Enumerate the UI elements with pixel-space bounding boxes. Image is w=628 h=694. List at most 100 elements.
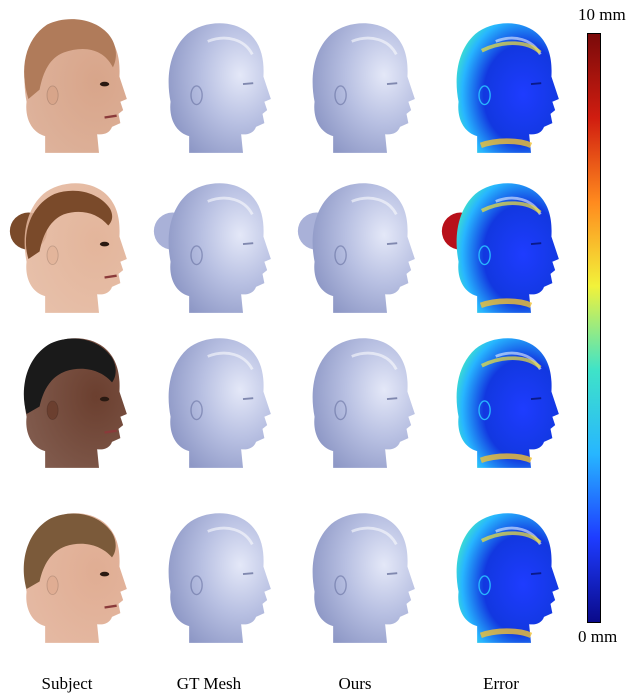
ear: [46, 245, 59, 265]
ear: [478, 575, 491, 596]
gt-mesh-head-render: [168, 23, 271, 153]
hairline-ridge: [351, 36, 398, 56]
error-hotspot: [480, 201, 542, 214]
ours-head-render: [312, 513, 415, 643]
hairline-ridge: [207, 351, 254, 371]
ear: [334, 85, 347, 106]
mouth: [104, 114, 117, 119]
eye: [530, 397, 542, 401]
subject-head-render: [23, 338, 127, 468]
eye: [242, 572, 254, 576]
error-hotspot: [479, 298, 533, 309]
eye: [99, 396, 110, 402]
ours-head-render: [297, 183, 415, 313]
hairline-ridge: [351, 196, 398, 216]
column-label-ours: Ours: [338, 674, 372, 693]
error-cell-row-1: [440, 8, 570, 163]
error-hotspot: [479, 628, 533, 639]
eye: [99, 571, 110, 577]
error-hotspot: [480, 356, 542, 369]
ours-head-render: [312, 338, 415, 468]
ear: [46, 575, 59, 595]
ear: [334, 575, 347, 596]
eye: [242, 397, 254, 401]
error-cell-row-3: [440, 323, 570, 478]
gt-mesh-cell-row-3: [152, 323, 282, 478]
eye: [530, 242, 542, 246]
hair: [24, 19, 116, 99]
ours-cell-row-1: [296, 8, 426, 163]
gt-mesh-head-render: [153, 183, 271, 313]
column-label-error: Error: [483, 674, 519, 693]
error-hotspot: [479, 453, 533, 464]
error-cell-row-4: [440, 498, 570, 653]
eye: [242, 242, 254, 246]
gt-mesh-cell-row-4: [152, 498, 282, 653]
ear: [478, 85, 491, 106]
head-shape: [456, 183, 559, 313]
ours-cell-row-2: [296, 168, 426, 323]
error-head-render: [456, 23, 559, 153]
hairline-ridge: [351, 351, 398, 371]
eye: [386, 242, 398, 246]
column-label-gt-mesh: GT Mesh: [176, 674, 242, 693]
hair: [23, 513, 116, 589]
subject-cell-row-4: [8, 498, 138, 653]
ear: [46, 400, 59, 420]
eye: [242, 82, 254, 86]
head-shape: [456, 23, 559, 153]
column-label-subject: Subject: [41, 674, 93, 693]
ear: [334, 400, 347, 421]
subject-head-render: [9, 183, 127, 313]
eye: [386, 397, 398, 401]
ear: [478, 400, 491, 421]
hairline-ridge: [207, 196, 254, 216]
ours-cell-row-3: [296, 323, 426, 478]
gt-mesh-head-render: [168, 513, 271, 643]
error-cell-row-2: [440, 168, 570, 323]
error-head-render: [456, 338, 559, 468]
head-shape: [312, 183, 415, 313]
head-shape: [168, 183, 271, 313]
mouth: [104, 604, 117, 609]
eye: [386, 82, 398, 86]
head-shape: [312, 338, 415, 468]
ours-head-render: [312, 23, 415, 153]
gt-mesh-cell-row-2: [152, 168, 282, 323]
subject-head-render: [23, 513, 127, 643]
head-shape: [312, 23, 415, 153]
ear: [46, 85, 59, 106]
error-hotspot: [479, 138, 533, 149]
gt-mesh-cell-row-1: [152, 8, 282, 163]
hairline-ridge: [207, 526, 254, 546]
mouth: [104, 274, 117, 279]
eye: [99, 241, 110, 247]
subject-cell-row-2: [8, 168, 138, 323]
subject-cell-row-1: [8, 8, 138, 163]
error-head-render: [456, 513, 559, 643]
gt-mesh-head-render: [168, 338, 271, 468]
ear: [478, 245, 491, 266]
mouth: [104, 429, 117, 434]
ours-cell-row-4: [296, 498, 426, 653]
hair: [23, 338, 116, 414]
eye: [99, 81, 110, 87]
colorbar-min-label: 0 mm: [578, 627, 618, 646]
head-shape: [168, 513, 271, 643]
ear: [190, 85, 203, 106]
hairline-ridge: [207, 36, 254, 56]
eye: [530, 572, 542, 576]
error-head-render: [441, 183, 559, 313]
head-shape: [456, 338, 559, 468]
eye: [386, 572, 398, 576]
head-shape: [456, 513, 559, 643]
subject-cell-row-3: [8, 323, 138, 478]
ear: [190, 245, 203, 266]
subject-head-render: [24, 19, 127, 153]
hairline-ridge: [351, 526, 398, 546]
error-hotspot: [480, 531, 542, 544]
head-shape: [168, 23, 271, 153]
head-shape: [312, 513, 415, 643]
colorbar-max-label: 10 mm: [578, 5, 626, 24]
ear: [190, 400, 203, 421]
